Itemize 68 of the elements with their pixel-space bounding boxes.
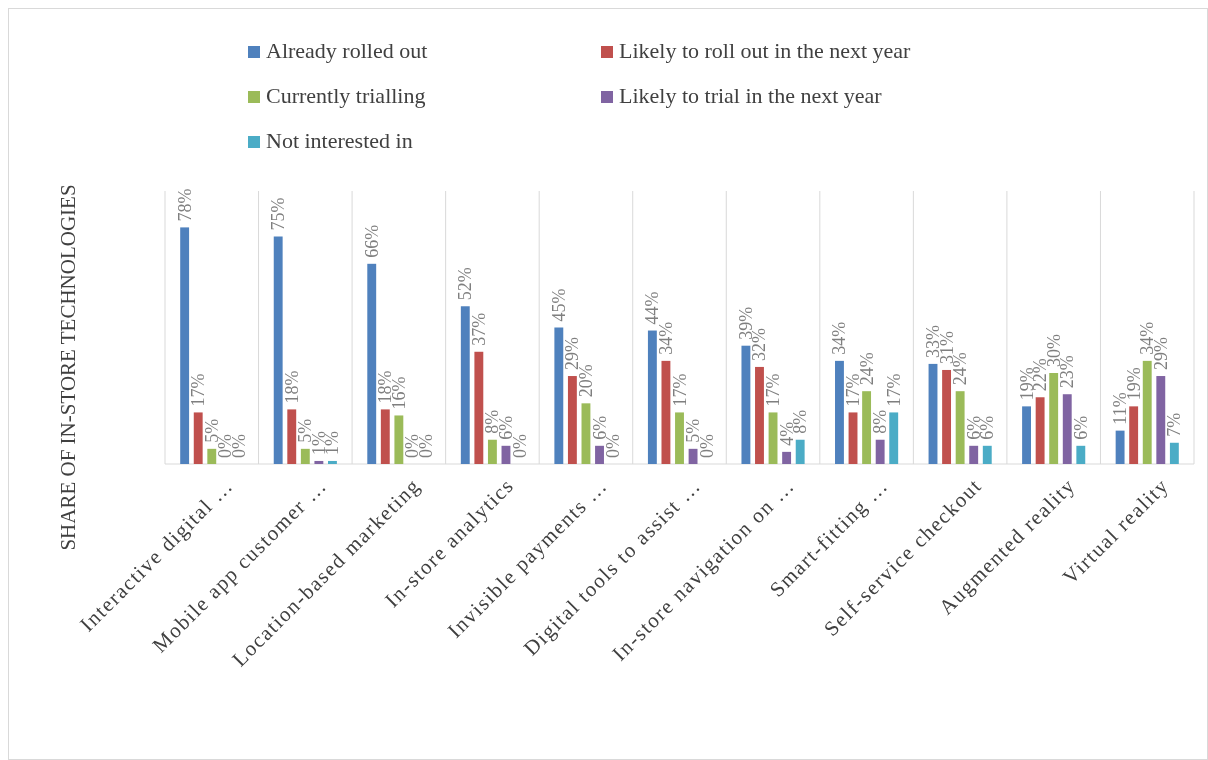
bar [1142,360,1152,464]
bar [595,445,604,464]
bar [982,445,992,464]
bar [1022,406,1031,464]
bar [862,391,872,464]
bar [328,460,337,464]
bar [647,330,657,464]
bar [1062,394,1072,464]
bar [1076,445,1086,464]
legend-label: Currently trialling [266,83,426,109]
bar [875,439,885,464]
bar [755,366,764,464]
data-label: 17% [669,373,690,407]
bar [193,412,203,464]
bar [1115,430,1125,464]
data-label: 34% [829,321,850,355]
data-label: 6% [1070,415,1091,440]
bar [675,412,684,464]
legend-label: Likely to roll out in the next year [619,38,912,64]
data-label: 17% [763,373,784,407]
bar [741,345,751,464]
data-label: 17% [188,373,209,407]
bar [1156,376,1166,464]
legend-label: Already rolled out [266,38,428,64]
bar [688,448,698,464]
data-label: 78% [174,188,195,222]
bar [367,263,377,464]
bar [661,360,671,464]
data-label: 52% [455,267,476,301]
legend-label: Likely to trial in the next year [619,83,883,109]
bar [300,448,310,464]
data-label: 37% [468,312,489,346]
legend-label: Not interested in [266,128,413,154]
bar [487,439,497,464]
bar [380,409,390,464]
bar [394,415,404,464]
data-label: 66% [361,224,382,258]
bar [795,439,805,464]
bar [567,376,577,464]
bar [207,448,217,464]
data-label: 7% [1164,412,1185,437]
bar [969,445,979,464]
data-label: 45% [548,288,569,322]
bar [1129,406,1139,464]
data-label: 18% [281,370,302,404]
bar [554,327,564,464]
bar [474,351,484,464]
y-axis-title: SHARE OF IN-STORE TECHNOLOGIES [56,184,80,551]
bar [314,460,324,464]
data-label: 8% [870,409,891,434]
bar [273,236,283,464]
bar [1169,442,1179,464]
data-label: 75% [268,197,289,231]
bar [955,391,965,464]
bar [942,369,952,464]
bar [889,412,899,464]
bar [581,403,591,464]
bar [782,451,792,464]
data-label: 17% [883,373,904,407]
bar [460,306,470,464]
bar [835,360,844,464]
bar [768,412,778,464]
bar [1049,373,1059,464]
bar [287,409,297,464]
bar [848,412,858,464]
bar [928,363,938,464]
bar [1035,397,1045,464]
bar [180,227,190,464]
